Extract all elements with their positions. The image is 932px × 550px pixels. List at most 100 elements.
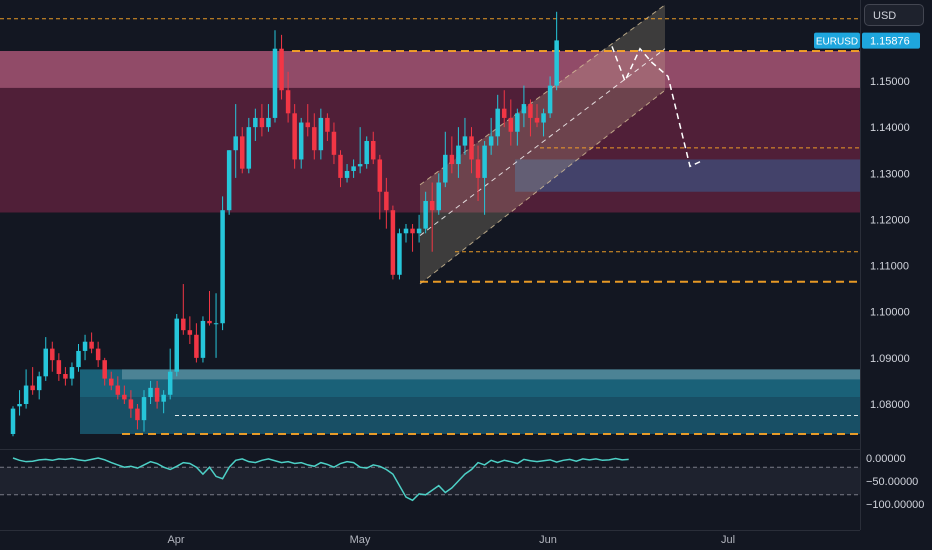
candle-body (43, 348, 48, 377)
candle (462, 117, 468, 155)
price-tick-label: 1.14000 (870, 122, 910, 134)
candle (63, 367, 68, 386)
candle-body (312, 127, 317, 151)
candle (253, 108, 258, 141)
resistance-zone (0, 51, 860, 88)
candle (285, 71, 291, 123)
candle-body (298, 122, 304, 160)
price-tick-label: 1.09000 (870, 353, 910, 365)
time-tick-label: May (350, 534, 371, 546)
candle-body (272, 48, 278, 118)
candle (475, 145, 481, 201)
candle-body (554, 40, 559, 86)
candle (50, 341, 55, 372)
candle-body (220, 210, 225, 324)
candle (292, 104, 297, 169)
candle-body (502, 108, 507, 118)
candle (226, 150, 232, 215)
time-tick-label: Jun (539, 534, 557, 546)
candle (318, 108, 324, 160)
candle-body (36, 376, 42, 391)
candle (102, 357, 107, 386)
candle (423, 191, 428, 234)
candle-body (475, 159, 481, 178)
candle-body (344, 170, 350, 178)
candle-body (56, 360, 62, 375)
candle-body (462, 136, 468, 146)
candle-body (469, 136, 474, 160)
symbol-tag (814, 32, 860, 49)
candle (181, 284, 186, 335)
candle (213, 293, 219, 358)
candle-body (534, 117, 540, 123)
candle (469, 127, 474, 174)
candle (534, 104, 540, 128)
support-zone-highlight (122, 369, 860, 380)
candle-body (167, 371, 173, 395)
candle (331, 122, 337, 165)
candle-body (305, 122, 310, 128)
candle (312, 113, 317, 160)
support-zone (80, 369, 860, 398)
candle-body (515, 113, 520, 132)
candle-body (495, 108, 500, 137)
candle (502, 90, 507, 128)
candle-body (377, 159, 383, 192)
candle-body (174, 318, 179, 372)
candle-body (246, 127, 252, 169)
candle (547, 76, 553, 118)
candle (135, 404, 140, 430)
candle (384, 177, 389, 229)
candle (187, 316, 193, 345)
candle (10, 406, 16, 437)
candle-body (357, 164, 363, 167)
candle-body (207, 320, 212, 324)
candle-body (541, 113, 546, 123)
candle (141, 390, 147, 432)
candle-body (429, 200, 435, 211)
candle-body (240, 136, 245, 169)
candle-body (285, 90, 291, 114)
price-tick-label: 1.10000 (870, 307, 910, 319)
candle (357, 127, 363, 174)
candle (17, 390, 22, 416)
resistance-zone-highlight (0, 51, 860, 88)
candle-body (318, 117, 324, 151)
price-tick-label: 1.15000 (870, 76, 910, 88)
candle-body (410, 228, 415, 234)
candle (298, 117, 304, 169)
candle-body (23, 385, 29, 404)
candle-body (416, 228, 422, 234)
candle (508, 99, 514, 146)
time-tick-label: Jul (721, 534, 735, 546)
candle-body (10, 408, 16, 434)
candle (207, 290, 212, 326)
candle (488, 117, 494, 155)
candle-body (50, 348, 55, 361)
candle-body (547, 85, 553, 114)
candle (377, 154, 383, 220)
ascending-channel (420, 4, 665, 285)
rsi-tick-label: 0.00000 (866, 453, 906, 465)
price-tick-label: 1.13000 (870, 168, 910, 180)
candle-body (279, 48, 284, 91)
candle (325, 113, 330, 141)
candle (82, 334, 88, 361)
currency-button[interactable]: USD (864, 4, 924, 26)
candle-body (82, 341, 88, 351)
candle (56, 353, 62, 381)
candle (109, 371, 114, 391)
candle (436, 173, 441, 215)
candle-body (69, 367, 75, 379)
candle-body (102, 360, 107, 379)
candle (89, 332, 94, 354)
last-price-tag (862, 32, 920, 49)
candle (554, 11, 559, 91)
candle (410, 224, 415, 252)
rsi-tick-label: −50.00000 (866, 476, 918, 488)
candle (200, 316, 206, 363)
candle-body (528, 104, 533, 118)
candle (148, 380, 153, 404)
candle-body (331, 131, 337, 155)
